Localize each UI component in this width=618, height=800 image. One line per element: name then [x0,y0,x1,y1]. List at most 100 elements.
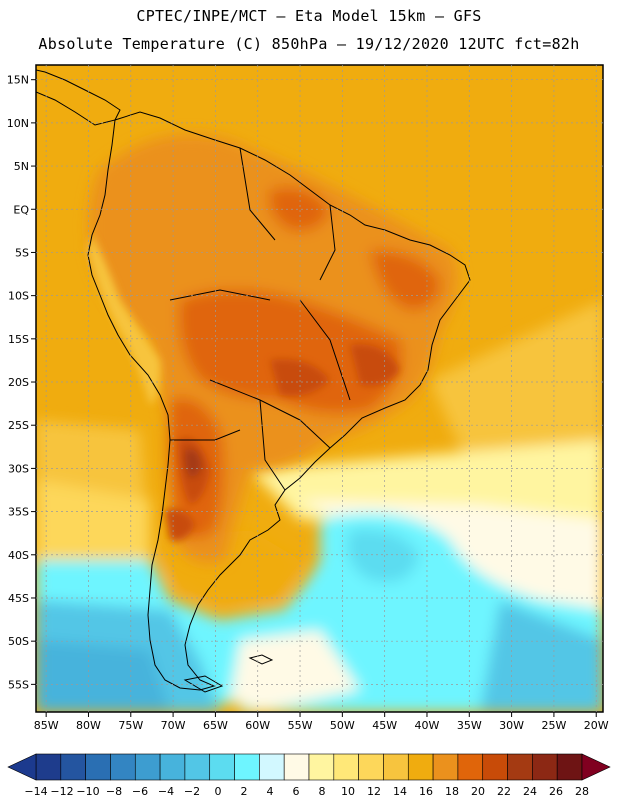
colorbar-label: 0 [215,785,222,798]
pantanal-core [270,359,330,396]
colorbar-swatch [209,753,235,781]
colorbar-swatch [556,753,583,781]
lon-label: 20W [584,719,609,732]
colorbar-label: 14 [393,785,407,798]
colorbar-label: 24 [523,785,537,798]
coldest-air-south [36,640,170,712]
lon-label: 55W [288,719,313,732]
colorbar-label: 20 [471,785,485,798]
colorbar-swatch [432,753,459,781]
colorbar-label: 18 [445,785,459,798]
colorbar-over-arrow [581,753,611,781]
lat-label: 40S [8,549,29,562]
lat-label: EQ [13,203,29,216]
lon-label: 50W [330,719,355,732]
colorbar-swatch [507,753,533,781]
amazon-hot-patch [269,187,330,231]
lat-label: 15N [7,74,29,87]
colorbar-label: 12 [367,785,381,798]
lat-label: 35S [8,506,29,519]
colorbar-label: 10 [341,785,355,798]
colorbar-swatch [358,753,384,781]
lat-label: 25S [8,419,29,432]
colorbar: −14 −12 −10 −8 −6 −4 −2 0 2 4 6 8 10 12 14 16 18 20 22 24 26… [7,753,611,798]
lat-label: 5S [15,246,29,259]
colorbar-label: 8 [319,785,326,798]
colorbar-label: 26 [549,785,563,798]
colorbar-label: −6 [132,785,148,798]
goias-core [350,344,400,386]
tierra-del-fuego [183,675,224,693]
colorbar-swatch [407,753,434,781]
lon-label: 85W [34,719,59,732]
colorbar-swatch [60,753,86,781]
lon-label: 70W [161,719,186,732]
colorbar-swatch [308,753,335,781]
colorbar-label: −2 [184,785,200,798]
map-title-line2: Absolute Temperature (C) 850hPa – 19/12/… [38,35,580,53]
lat-label: 55S [8,678,29,691]
colorbar-label: 4 [267,785,274,798]
lon-label: 35W [457,719,482,732]
longitude-labels: 85W 80W 75W 70W 65W 60W 55W 50W 45W 40W 35W 30W 25W 2… [34,712,609,732]
lat-label: 50S [8,635,29,648]
colorbar-swatch [383,753,409,781]
lat-label: 10N [7,117,29,130]
lat-label: 5N [14,160,29,173]
colorbar-swatch [110,753,136,781]
lon-label: 25W [541,719,566,732]
colorbar-swatch [85,753,111,781]
lon-label: 65W [203,719,228,732]
cold-patch-southeast [480,600,603,712]
colorbar-label: 16 [419,785,433,798]
andes-east-core [165,509,195,541]
lat-label: 45S [8,592,29,605]
colorbar-label: 6 [293,785,300,798]
atlantic-cooler-band [430,300,603,470]
pacific-yellow-band [36,480,150,570]
colorbar-label: −14 [24,785,47,798]
lon-label: 75W [118,719,143,732]
colorbar-swatch [333,753,359,781]
colorbar-label: 2 [241,785,248,798]
lon-label: 40W [415,719,440,732]
colorbar-swatch [482,753,508,781]
central-america-outline [36,69,121,126]
latitude-labels: 15N 10N 5N EQ 5S 10S 15S 20S 25S 30S 35S 40S 45S 50S 5… [7,74,36,691]
colorbar-label: −4 [158,785,174,798]
plot-frame [35,64,604,713]
temperature-field [36,65,603,712]
colorbar-labels: −14 −12 −10 −8 −6 −4 −2 0 2 4 6 8 10 12 14 16 18 20 22 24 26… [24,785,589,798]
map-title-line1: CPTEC/INPE/MCT – Eta Model 15km – GFS [136,7,482,25]
pale-patch-south [230,630,360,712]
northeast-hot-field [370,250,440,310]
lat-label: 10S [8,290,29,303]
colorbar-swatch [35,753,62,781]
lon-label: 30W [499,719,524,732]
temperature-map: 15N 10N 5N EQ 5S 10S 15S 20S 25S 30S 35S 40S 45S 50S 5… [7,64,609,732]
colorbar-swatch [532,753,558,781]
lat-label: 20S [8,376,29,389]
colorbar-label: 22 [497,785,511,798]
colorbar-swatch [234,753,260,781]
central-hot-field [179,290,402,414]
colorbar-label: 28 [575,785,589,798]
lon-label: 45W [372,719,397,732]
colorbar-swatch [259,753,285,781]
colorbar-label: −10 [76,785,99,798]
colorbar-swatch [457,753,484,781]
colorbar-label: −12 [50,785,73,798]
andes-cool-strip [88,235,161,405]
lat-label: 15S [8,333,29,346]
country-borders [169,147,351,491]
lat-label: 30S [8,462,29,475]
chaco-hotspot [184,449,202,478]
lon-label: 60W [245,719,270,732]
colorbar-swatches [35,753,583,781]
lon-label: 80W [76,719,101,732]
colorbar-under-arrow [7,753,37,781]
colorbar-swatch [283,753,310,781]
colorbar-swatch [184,753,211,781]
colorbar-swatch [159,753,186,781]
colorbar-label: −8 [106,785,122,798]
